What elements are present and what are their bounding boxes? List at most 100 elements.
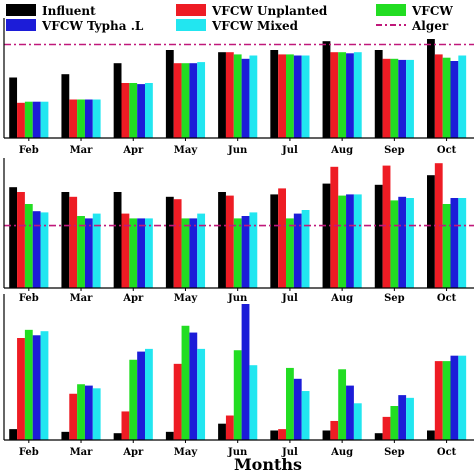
bar (77, 99, 85, 138)
bar (129, 83, 138, 138)
legend-item: VFCW Typha .L (6, 19, 144, 33)
bar (218, 423, 226, 440)
bar (249, 365, 258, 440)
bar (338, 52, 347, 139)
bar (286, 218, 294, 288)
bar (92, 213, 101, 288)
bar (278, 188, 286, 288)
bar (69, 99, 78, 138)
legend-swatch (176, 19, 206, 31)
bar (61, 74, 70, 138)
bar (84, 385, 93, 440)
bar (121, 411, 130, 440)
bar (286, 367, 294, 440)
bar (218, 52, 226, 139)
bar (382, 416, 391, 440)
bar (293, 213, 302, 288)
bar (92, 388, 101, 440)
legend-item: VFCW Mixed (176, 19, 299, 33)
x-tick-label: Jul (281, 293, 298, 304)
bar (32, 101, 41, 138)
bar (346, 53, 354, 138)
legend-item: Influent (6, 4, 96, 18)
bar (197, 348, 206, 440)
bar (137, 218, 145, 288)
bar (241, 304, 250, 440)
panel-1: Feb Mar Apr May Jun Jul Aug Sep Oct (3, 18, 474, 156)
panel-3: Feb Mar Apr May Jun Jul Aug Sep Oct (3, 294, 474, 458)
bar (434, 54, 443, 138)
bar (406, 198, 414, 288)
panels: Feb Mar Apr May Jun Jul Aug Sep Oct Feb Mar Apr May J… (3, 18, 474, 458)
x-tick-label: May (174, 447, 199, 458)
bar (121, 213, 130, 288)
x-tick-label: Aug (330, 293, 353, 304)
x-tick-label: Apr (122, 447, 144, 458)
bar (322, 430, 331, 440)
legend-label: VFCW Unplanted (211, 4, 328, 18)
bar (353, 52, 362, 139)
bar (374, 50, 383, 138)
bar (398, 59, 407, 138)
bar (69, 393, 78, 440)
bar (346, 385, 354, 440)
bar (301, 55, 310, 138)
bar (129, 359, 138, 440)
bar (330, 52, 339, 139)
bar (173, 63, 182, 139)
bar (197, 213, 206, 288)
x-tick-label: Oct (437, 447, 457, 458)
x-tick-label: Feb (19, 447, 39, 458)
bar (442, 57, 451, 139)
legend-item: VFCW Unplanted (176, 4, 328, 18)
bar (40, 212, 49, 288)
bar (427, 39, 435, 138)
x-tick-label: Sep (384, 447, 405, 458)
bar (17, 338, 25, 440)
bar (113, 192, 122, 288)
legend-swatch (176, 4, 206, 16)
legend-swatch (6, 4, 36, 16)
bar (225, 415, 234, 440)
x-tick-label: Jul (281, 145, 298, 156)
bar (84, 99, 93, 138)
bar (197, 62, 206, 138)
bar (434, 163, 443, 288)
bar (458, 55, 467, 138)
x-tick-label: Sep (384, 145, 405, 156)
x-tick-label: May (174, 293, 199, 304)
bar (286, 54, 294, 138)
bar (129, 218, 138, 288)
bar (17, 102, 25, 138)
bar (92, 99, 101, 138)
bar (330, 420, 339, 440)
x-tick-label: Apr (122, 293, 144, 304)
bar (374, 433, 383, 440)
bar (270, 194, 279, 288)
x-tick-label: Apr (122, 145, 144, 156)
bar (24, 204, 33, 288)
x-tick-label: Aug (330, 447, 353, 458)
x-tick-label: Mar (70, 293, 94, 304)
bar (189, 63, 198, 139)
legend-item: Alger (376, 19, 449, 33)
legend: Influent VFCW Unplanted VFCW VFCW Typha .L V… (6, 4, 453, 33)
bar (24, 329, 33, 440)
bar (458, 198, 467, 288)
bar (249, 55, 258, 138)
bar (293, 378, 302, 440)
bar (270, 430, 279, 440)
bar (434, 361, 443, 440)
bar (189, 332, 198, 440)
bar (69, 196, 78, 288)
x-tick-label: Feb (19, 145, 39, 156)
bar (165, 431, 174, 440)
x-tick-label: Oct (437, 145, 457, 156)
bar (322, 183, 331, 288)
bar (145, 348, 153, 440)
bar (77, 384, 85, 440)
bar (233, 54, 242, 138)
bar (77, 216, 85, 288)
bar (17, 192, 25, 288)
legend-label: Alger (411, 19, 449, 33)
